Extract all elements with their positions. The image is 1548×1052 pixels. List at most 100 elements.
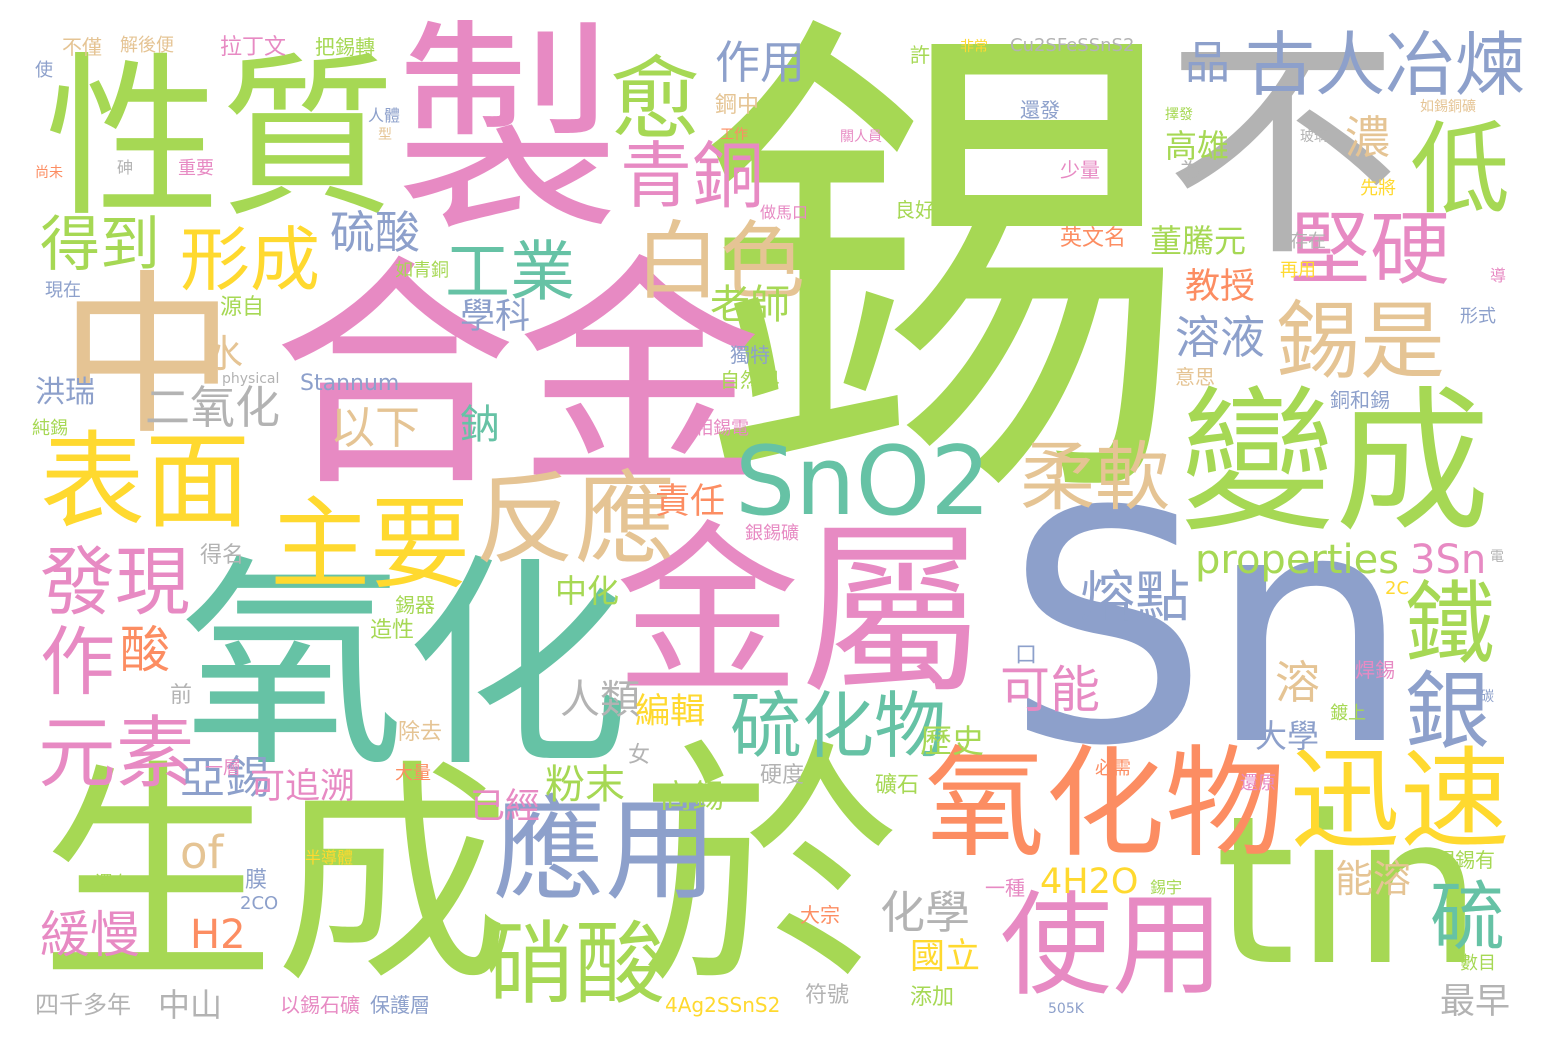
word-subject: 學科 [460, 297, 531, 337]
word-silver: 銀 [1405, 663, 1491, 762]
word-reaction: 反應 [475, 461, 675, 578]
word-work: 工作 [720, 127, 748, 143]
word-copper-tin: 銅和錫 [1330, 388, 1390, 412]
word-slow: 緩慢 [40, 906, 140, 964]
word-properties: properties [1195, 537, 1400, 583]
word-tinware: 錫器 [395, 593, 435, 617]
word-zhongshan: 中山 [158, 986, 223, 1024]
word-tin-universe: 錫宇 [1150, 878, 1183, 897]
word-make-use: 使 [35, 60, 53, 81]
word-good: 良好 [895, 198, 935, 222]
word-2co: 2CO [240, 893, 279, 914]
word-ancient-smelt: 古人冶煉 [1245, 24, 1525, 106]
word-conduct: 導 [1490, 266, 1507, 285]
word-history: 歷史 [920, 722, 985, 760]
word-not-yet: 尚未 [35, 165, 63, 181]
word-element: 元素 [38, 709, 195, 799]
word-tin-exists: 現錫有 [1435, 848, 1495, 872]
word-metal: 金屬 [615, 504, 985, 720]
word-hong-rui: 洪瑞 [35, 375, 95, 410]
word-application: 應用 [493, 786, 717, 916]
word-body: 人體 [368, 106, 401, 125]
word-can-dissolve: 能溶 [1335, 857, 1412, 901]
word-named: 得名 [200, 543, 245, 568]
word-for: 為 [1180, 158, 1200, 182]
word-at: 於 [640, 719, 900, 1021]
word-nitric-acid: 硝酸 [485, 912, 665, 1017]
word-dissolve: 溶 [1275, 656, 1321, 709]
word-unique: 獨特 [730, 343, 770, 367]
word-iron: 鐵 [1405, 572, 1495, 677]
word-national: 國立 [910, 937, 981, 977]
word-remove: 除去 [398, 720, 443, 745]
word-symbol: 符號 [805, 983, 850, 1008]
word-also-have: 還有 [95, 873, 131, 894]
word-one-layer: 一層 [205, 758, 241, 779]
word-carbon: 碳 [1480, 689, 1494, 705]
word-sno2: SnO2 [735, 427, 991, 537]
word-water: 水 [205, 332, 244, 376]
word-nature: 自然界 [720, 368, 780, 392]
word-tin-is: 錫是 [1275, 293, 1446, 392]
word-acid: 酸 [120, 621, 170, 679]
word-sinochem: 中化 [555, 572, 620, 610]
word-sulfide: 硫化物 [730, 684, 947, 768]
word-chem-formula-1: Cu2SFeSSnS2 [1010, 35, 1135, 56]
word-powder: 粉末 [545, 762, 625, 808]
word-small-amount: 少量 [1060, 158, 1100, 182]
word-like-stannite: 如錫銅礦 [1420, 99, 1476, 115]
word-edit: 編輯 [635, 692, 706, 732]
word-select-emit: 擇發 [1165, 107, 1193, 123]
word-use: 使用 [1000, 881, 1224, 1011]
word-staff: 關人員 [840, 129, 882, 145]
word-now: 現在 [45, 280, 81, 301]
word-traceable: 可追溯 [250, 767, 356, 807]
word-number: 數目 [1460, 953, 1496, 974]
word-hard: 堅硬 [1290, 203, 1450, 296]
word-sulfur: 硫 [1430, 873, 1506, 961]
word-university: 大學 [1255, 717, 1320, 755]
word-form-style: 形式 [1460, 306, 1496, 327]
word-kaohsiung: 高雄 [1165, 127, 1230, 165]
word-essential: 必需 [1095, 758, 1131, 779]
word-latin: 拉丁文 [220, 35, 287, 60]
word-english-name: 英文名 [1060, 226, 1127, 251]
word-human: 人類 [560, 677, 640, 723]
word-many: 許多 [910, 43, 950, 67]
word-female: 女 [628, 743, 651, 768]
word-earliest: 最早 [1440, 982, 1511, 1022]
word-alloy: 合金 [272, 235, 762, 520]
word-like-bronze: 如青銅 [395, 260, 449, 281]
word-below: 以下 [330, 401, 421, 454]
word-solution: 溶液 [1175, 311, 1266, 364]
word-reuse: 再用 [1280, 260, 1316, 281]
word-high-tin: 高錫 [660, 777, 725, 815]
word-professor: 教授 [1185, 267, 1256, 307]
word-type: 型 [378, 127, 392, 143]
word-bronze: 青銅 [620, 134, 765, 218]
word-tin: tin [1215, 773, 1483, 1011]
word-teacher: 老師 [710, 282, 790, 328]
word-a-kind: 一種 [985, 876, 1025, 900]
word-meaning: 意思 [1175, 365, 1215, 389]
word-stannum: Stannum [300, 371, 400, 396]
word-reduce: 還原 [1240, 773, 1276, 794]
word-arsenic: 砷 [117, 158, 134, 177]
word-rapid: 迅速 [1290, 736, 1510, 864]
word-after-decompose: 解後便 [120, 35, 174, 56]
word-plate-on: 鍍上 [1330, 703, 1366, 724]
word-do: 作 [40, 618, 116, 706]
word-solder: 焊錫 [1355, 658, 1395, 682]
word-concentrated: 濃 [1345, 111, 1391, 164]
word-before: 前 [170, 683, 193, 708]
word-glass: 玻璃 [1300, 129, 1328, 145]
word-chemistry: 化學 [880, 886, 971, 939]
word-of: of [180, 826, 224, 879]
word-industry: 工業 [445, 235, 576, 310]
word-505k: 505K [1048, 1001, 1084, 1017]
word-2c: 2C [1385, 578, 1410, 599]
word-more: 愈 [610, 47, 700, 152]
word-large-amount: 大量 [395, 763, 431, 784]
word-dioxide: 二氧化 [145, 381, 281, 434]
word-phase-tin: 相錫電 [695, 418, 749, 439]
